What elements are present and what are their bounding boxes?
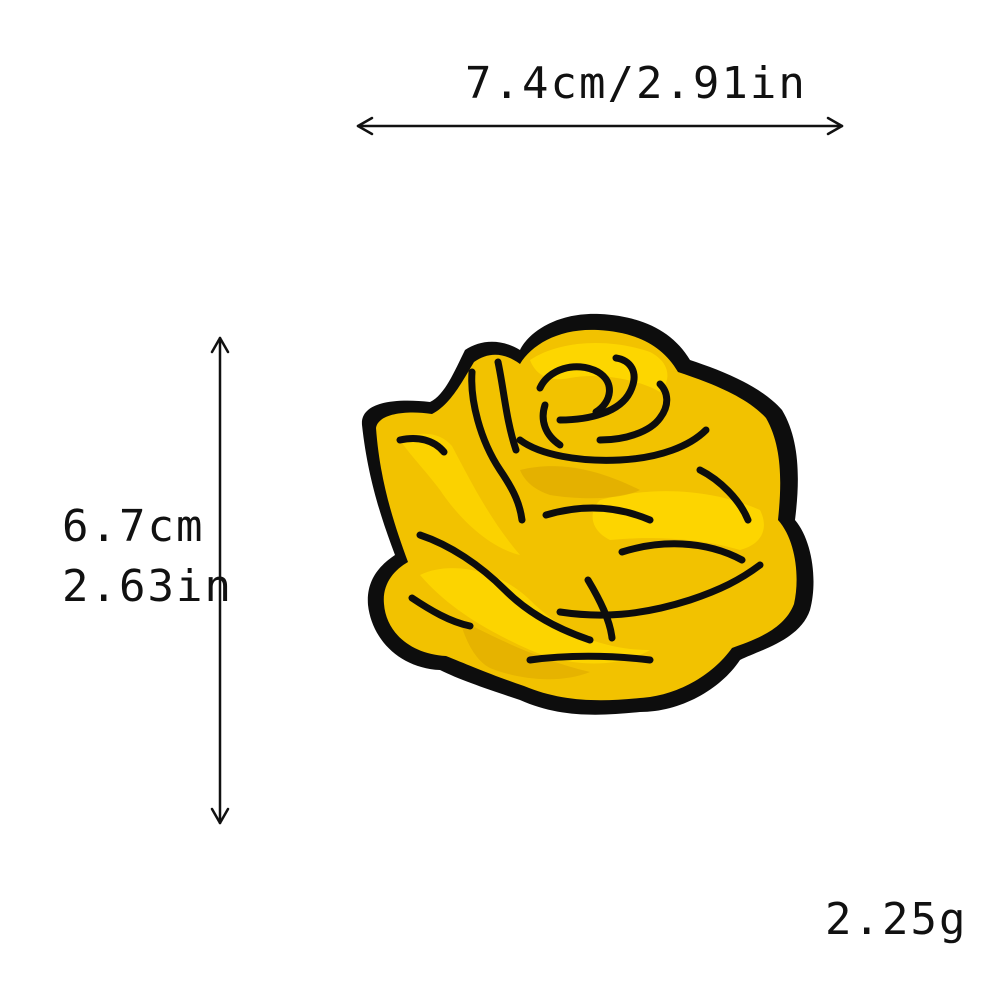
height-dimension-in-label: 2.63in: [62, 561, 233, 612]
rose-patch-image: [361, 313, 814, 715]
width-arrow: [356, 116, 844, 136]
width-dimension-label: 7.4cm/2.91in: [465, 58, 807, 109]
height-arrow: [210, 336, 230, 825]
height-dimension-cm-label: 6.7cm: [62, 501, 205, 552]
weight-label: 2.25g: [825, 894, 968, 945]
